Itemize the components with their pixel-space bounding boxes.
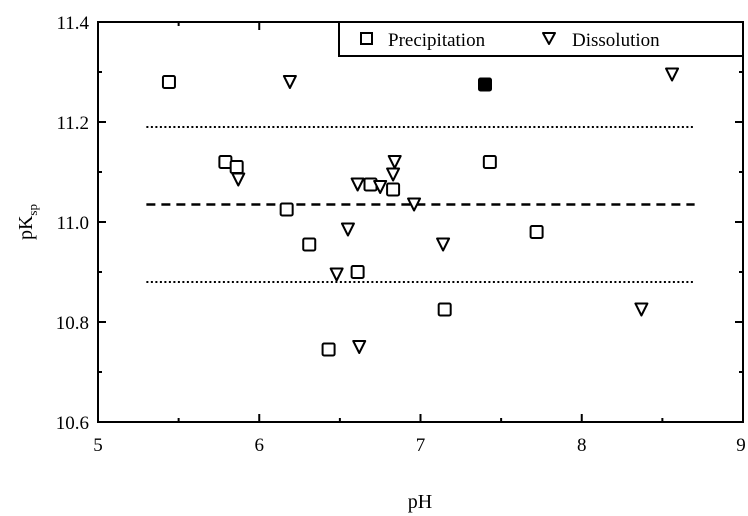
point-precipitation-filled	[478, 77, 492, 92]
point-precipitation	[529, 225, 544, 239]
point-dissolution	[373, 180, 388, 194]
reference-lines	[146, 126, 695, 283]
legend-box	[338, 21, 744, 57]
point-precipitation	[321, 342, 336, 357]
point-dissolution	[282, 75, 297, 89]
x-tick-label: 8	[577, 435, 587, 456]
x-tick-label: 5	[93, 435, 103, 456]
y-tick-label: 11.2	[56, 113, 89, 134]
axis-ticks	[97, 21, 744, 423]
y-axis-title-main: pK	[15, 215, 37, 240]
y-tick-label: 11.0	[56, 213, 89, 234]
point-precipitation	[386, 182, 401, 197]
point-dissolution	[352, 340, 367, 354]
point-dissolution	[634, 302, 649, 317]
point-precipitation	[229, 160, 244, 174]
point-dissolution	[386, 167, 401, 182]
plot-frame	[97, 21, 744, 423]
point-dissolution	[436, 237, 451, 252]
point-precipitation	[218, 155, 233, 169]
point-dissolution	[665, 67, 680, 82]
point-precipitation	[302, 237, 317, 252]
y-tick-labels: 10.6 10.8 11.0 11.2 11.4	[56, 13, 90, 434]
point-dissolution	[329, 267, 344, 282]
point-precipitation	[350, 265, 365, 279]
point-dissolution	[350, 177, 365, 192]
point-precipitation	[482, 155, 497, 169]
y-axis-title: pKsp	[15, 204, 40, 240]
legend-marker-precipitation	[360, 32, 373, 45]
legend-marker-dissolution	[542, 32, 556, 45]
legend-label-dissolution: Dissolution	[572, 30, 660, 51]
point-dissolution	[231, 172, 246, 187]
point-dissolution	[407, 197, 422, 212]
legend: Precipitation Dissolution	[338, 21, 744, 57]
x-axis-title: pH	[408, 491, 432, 513]
legend-label-precipitation: Precipitation	[388, 30, 486, 51]
point-precipitation	[161, 75, 176, 89]
point-precipitation	[279, 202, 294, 217]
x-tick-label: 7	[416, 435, 426, 456]
y-axis-title-subscript: sp	[25, 204, 40, 216]
x-tick-label: 6	[255, 435, 265, 456]
y-tick-label: 10.6	[56, 413, 89, 434]
y-tick-label: 10.8	[56, 313, 89, 334]
x-tick-labels: 5 6 7 8 9	[93, 435, 746, 456]
y-tick-label: 11.4	[56, 13, 89, 34]
data-points	[161, 67, 680, 357]
point-dissolution	[387, 155, 402, 169]
point-precipitation	[437, 302, 452, 317]
x-tick-label: 9	[736, 435, 746, 456]
point-dissolution	[340, 222, 355, 237]
